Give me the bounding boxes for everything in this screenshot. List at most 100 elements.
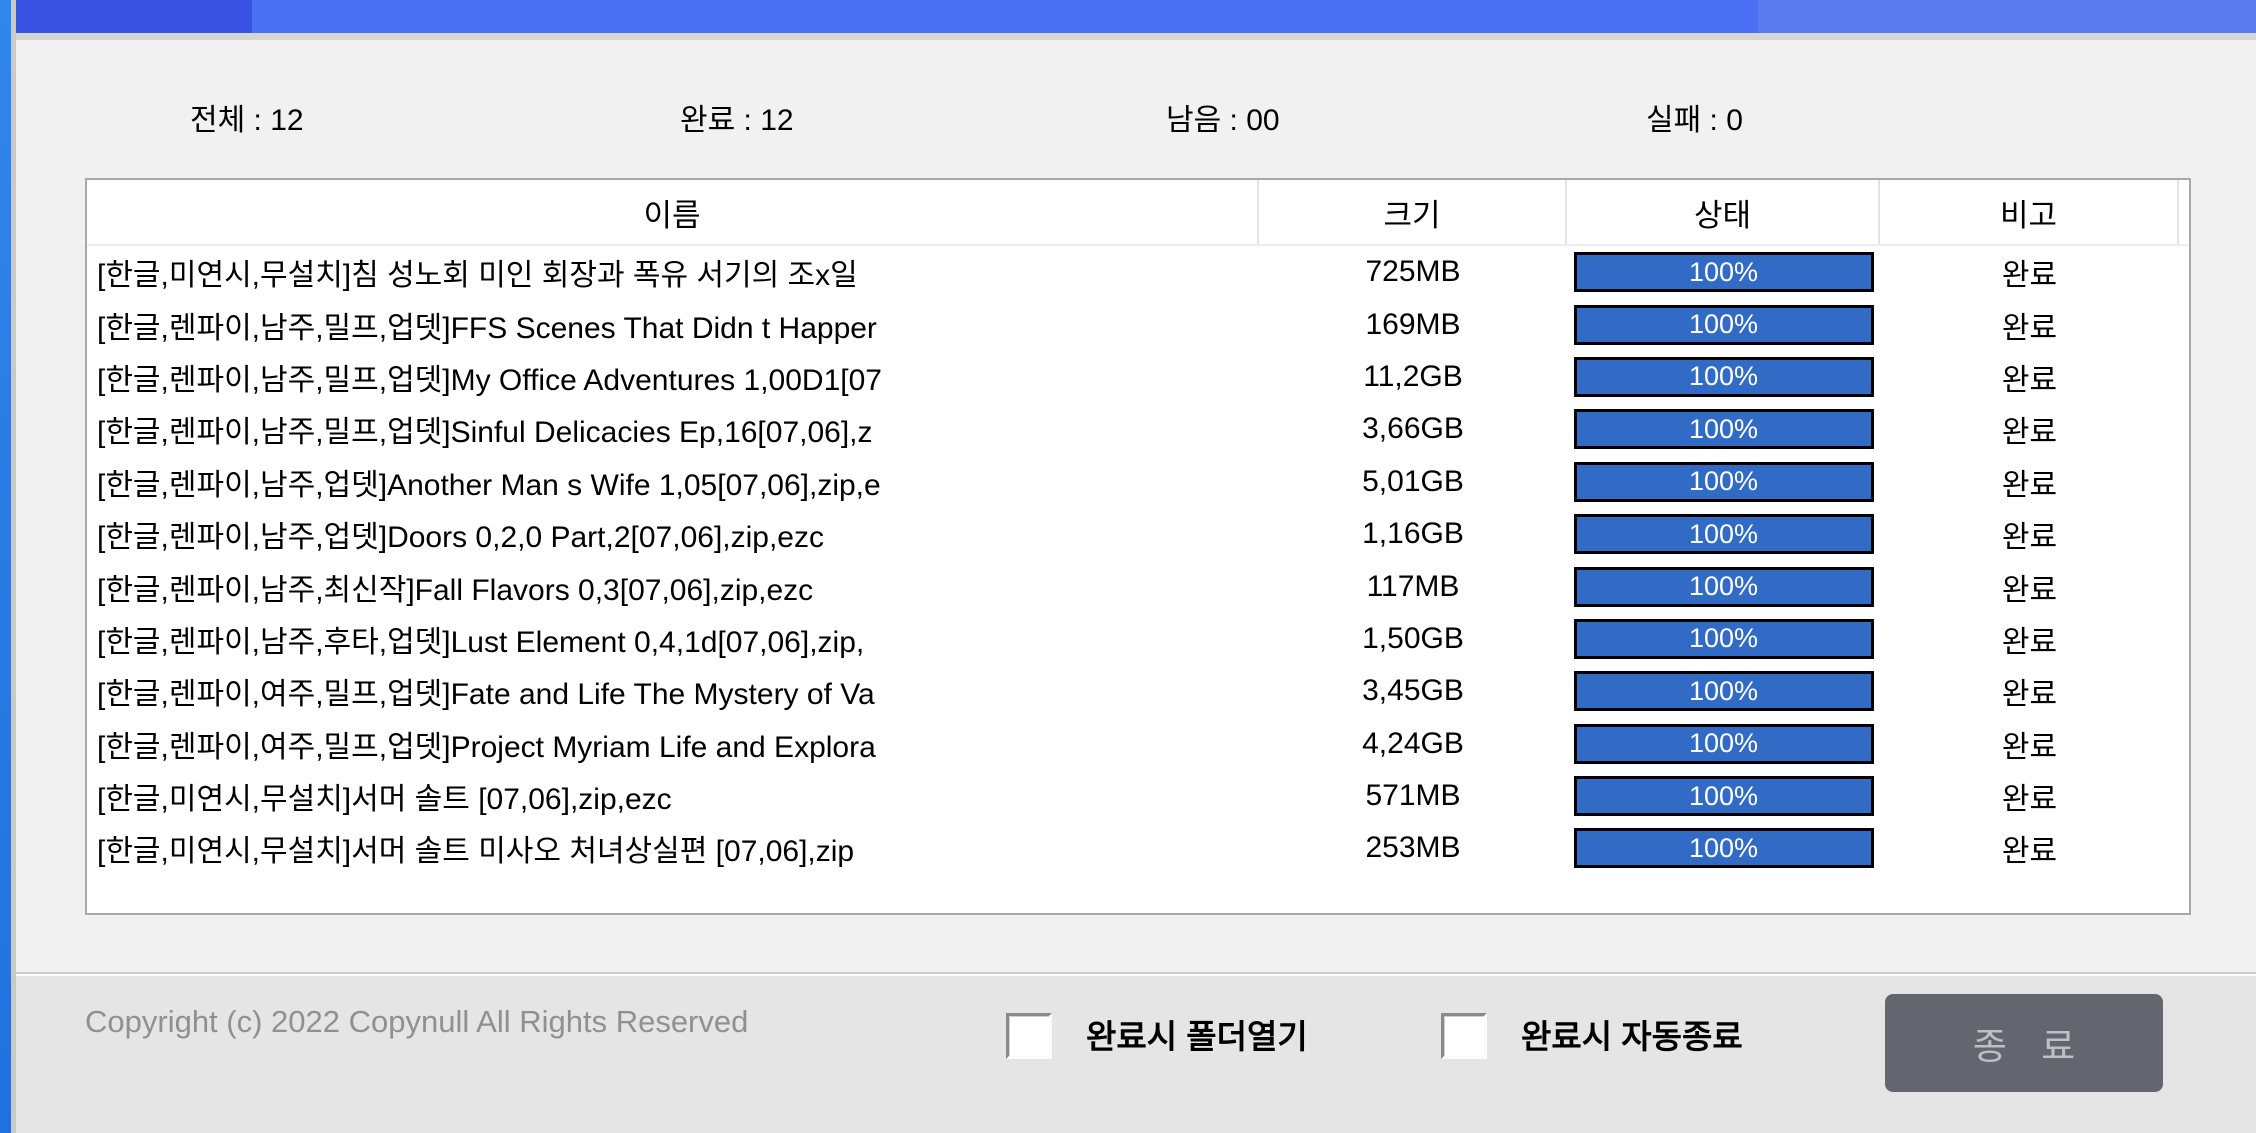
cell-status: 100% (1567, 351, 1880, 403)
table-row[interactable]: [한글,미연시,무설치]서머 솔트 [07,06],zip,ezc 571MB … (87, 770, 2189, 822)
footer-divider (16, 972, 2256, 974)
cell-remark: 완료 (2001, 259, 2058, 293)
cell-file-size: 571MB (1365, 779, 1461, 813)
table-row[interactable]: [한글,미연시,무설치]서머 솔트 미사오 처녀상실편 [07,06],zip … (87, 822, 2189, 874)
cell-file-name: [한글,미연시,무설치]서머 솔트 미사오 처녀상실편 [07,06],zip (97, 835, 855, 869)
footer-divider-highlight (16, 974, 2256, 976)
stat-total: 전체 : 12 (190, 104, 304, 137)
cell-status: 100% (1567, 403, 1880, 455)
exit-button[interactable]: 종 료 (1885, 994, 2163, 1092)
table-header-row: 이름 크기 상태 비고 (87, 180, 2189, 246)
cell-status: 100% (1567, 665, 1880, 717)
cell-spacer (2179, 456, 2189, 508)
cell-spacer (2179, 508, 2189, 560)
table-row[interactable]: [한글,렌파이,남주,밀프,업뎃]My Office Adventures 1,… (87, 351, 2189, 403)
stat-failed: 실패 : 0 (1646, 104, 1743, 137)
window-left-border (11, 0, 16, 1133)
table-row[interactable]: [한글,렌파이,남주,업뎃]Another Man s Wife 1,05[07… (87, 456, 2189, 508)
table-row[interactable]: [한글,렌파이,남주,밀프,업뎃]FFS Scenes That Didn t … (87, 298, 2189, 350)
progress-bar: 100% (1573, 618, 1874, 659)
cell-status: 100% (1567, 456, 1880, 508)
table-row[interactable]: [한글,렌파이,남주,최신작]Fall Flavors 0,3[07,06],z… (87, 560, 2189, 612)
cell-remark: 완료 (2001, 783, 2058, 817)
cell-spacer (2179, 665, 2189, 717)
cell-file-name: [한글,렌파이,남주,밀프,업뎃]FFS Scenes That Didn t … (97, 311, 877, 345)
progress-bar: 100% (1573, 828, 1874, 869)
cell-file-name: [한글,미연시,무설치]침 성노회 미인 회장과 폭유 서기의 조x일 (97, 259, 858, 293)
cell-file-size: 1,16GB (1362, 517, 1464, 551)
table-row[interactable]: [한글,미연시,무설치]침 성노회 미인 회장과 폭유 서기의 조x일 725M… (87, 246, 2189, 298)
progress-bar: 100% (1573, 461, 1874, 502)
cell-status: 100% (1567, 822, 1880, 874)
table-row[interactable]: [한글,렌파이,남주,업뎃]Doors 0,2,0 Part,2[07,06],… (87, 508, 2189, 560)
download-table: 이름 크기 상태 비고 [한글,미연시,무설치]침 성노회 미인 회장과 폭유 … (85, 178, 2191, 915)
title-bar (16, 0, 2256, 33)
progress-bar: 100% (1573, 566, 1874, 607)
table-row[interactable]: [한글,렌파이,여주,밀프,업뎃]Project Myriam Life and… (87, 718, 2189, 770)
cell-file-name: [한글,렌파이,남주,업뎃]Another Man s Wife 1,05[07… (97, 468, 881, 502)
cell-remark: 완료 (2001, 521, 2058, 555)
progress-bar: 100% (1573, 304, 1874, 345)
cell-file-size: 3,45GB (1362, 674, 1464, 708)
column-header-spacer (2179, 180, 2189, 244)
cell-file-name: [한글,렌파이,남주,밀프,업뎃]My Office Adventures 1,… (97, 363, 882, 397)
progress-bar: 100% (1573, 514, 1874, 555)
cell-spacer (2179, 613, 2189, 665)
open-folder-checkbox-label[interactable]: 완료시 폴더열기 (1086, 1018, 1308, 1055)
cell-file-size: 253MB (1365, 831, 1461, 865)
cell-remark: 완료 (2001, 835, 2058, 869)
cell-remark: 완료 (2001, 416, 2058, 450)
progress-bar: 100% (1573, 723, 1874, 764)
progress-bar: 100% (1573, 409, 1874, 450)
cell-file-name: [한글,렌파이,여주,밀프,업뎃]Project Myriam Life and… (97, 730, 876, 764)
table-body: [한글,미연시,무설치]침 성노회 미인 회장과 폭유 서기의 조x일 725M… (87, 246, 2189, 875)
progress-bar: 100% (1573, 776, 1874, 817)
cell-remark: 완료 (2001, 468, 2058, 502)
cell-file-size: 1,50GB (1362, 621, 1464, 655)
column-header-remark[interactable]: 비고 (1880, 180, 2179, 244)
cell-status: 100% (1567, 613, 1880, 665)
cell-remark: 완료 (2001, 678, 2058, 712)
cell-file-size: 11,2GB (1363, 359, 1463, 393)
cell-file-size: 169MB (1365, 307, 1461, 341)
cell-spacer (2179, 403, 2189, 455)
stat-completed: 완료 : 12 (680, 104, 794, 137)
cell-remark: 완료 (2001, 311, 2058, 345)
cell-spacer (2179, 298, 2189, 350)
progress-bar: 100% (1573, 252, 1874, 293)
table-row[interactable]: [한글,렌파이,남주,후타,업뎃]Lust Element 0,4,1d[07,… (87, 613, 2189, 665)
cell-spacer (2179, 560, 2189, 612)
cell-remark: 완료 (2001, 573, 2058, 607)
cell-file-name: [한글,렌파이,남주,업뎃]Doors 0,2,0 Part,2[07,06],… (97, 521, 824, 555)
table-row[interactable]: [한글,렌파이,남주,밀프,업뎃]Sinful Delicacies Ep,16… (87, 403, 2189, 455)
auto-exit-checkbox[interactable] (1441, 1013, 1487, 1059)
cell-spacer (2179, 718, 2189, 770)
cell-spacer (2179, 822, 2189, 874)
open-folder-checkbox[interactable] (1006, 1013, 1052, 1059)
cell-file-name: [한글,렌파이,남주,최신작]Fall Flavors 0,3[07,06],z… (97, 573, 814, 607)
cell-status: 100% (1567, 718, 1880, 770)
cell-spacer (2179, 770, 2189, 822)
cell-file-size: 117MB (1366, 569, 1460, 603)
table-row[interactable]: [한글,렌파이,여주,밀프,업뎃]Fate and Life The Myste… (87, 665, 2189, 717)
stat-remaining: 남음 : 00 (1166, 104, 1280, 137)
cell-remark: 완료 (2001, 363, 2058, 397)
cell-spacer (2179, 351, 2189, 403)
copyright-text: Copyright (c) 2022 Copynull All Rights R… (85, 1004, 749, 1039)
title-bar-underline (16, 33, 2256, 40)
column-header-name[interactable]: 이름 (87, 180, 1259, 244)
footer-panel (16, 976, 2256, 1133)
column-header-status[interactable]: 상태 (1567, 180, 1880, 244)
cell-file-size: 725MB (1365, 255, 1461, 289)
cell-file-name: [한글,렌파이,남주,후타,업뎃]Lust Element 0,4,1d[07,… (97, 625, 865, 659)
cell-remark: 완료 (2001, 730, 2058, 764)
cell-file-size: 5,01GB (1362, 464, 1464, 498)
cell-spacer (2179, 246, 2189, 298)
cell-file-name: [한글,렌파이,남주,밀프,업뎃]Sinful Delicacies Ep,16… (97, 416, 873, 450)
cell-status: 100% (1567, 298, 1880, 350)
cell-file-name: [한글,렌파이,여주,밀프,업뎃]Fate and Life The Myste… (97, 678, 875, 712)
cell-status: 100% (1567, 508, 1880, 560)
column-header-size[interactable]: 크기 (1259, 180, 1567, 244)
auto-exit-checkbox-label[interactable]: 완료시 자동종료 (1521, 1018, 1743, 1055)
progress-bar: 100% (1573, 356, 1874, 397)
